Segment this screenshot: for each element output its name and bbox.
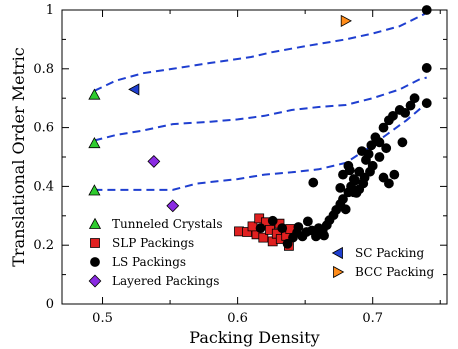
points-layer	[88, 5, 432, 251]
legend-marker-bcc-packing	[333, 265, 345, 279]
slp-packings-point	[234, 226, 244, 237]
ls-packings-point	[374, 137, 385, 148]
ls-packings-point	[338, 194, 348, 204]
dashed-boundary-curve-2	[94, 76, 427, 142]
ls-packings-point	[302, 216, 313, 227]
legend-label-bcc-packing: BCC Packing	[355, 265, 434, 279]
ls-packings-point	[277, 223, 288, 234]
ls-packings-point	[381, 143, 392, 154]
y-axis-label: Translational Order Metric	[9, 47, 28, 267]
legend-marker-layered-packings	[88, 274, 102, 288]
legend-marker-tunneled-crystals	[88, 217, 102, 229]
ls-packings-point	[350, 175, 361, 186]
legend-label-tunneled-crystals: Tunneled Crystals	[112, 217, 223, 231]
ls-packings-point	[319, 230, 329, 241]
y-tick-label: 0.6	[33, 121, 54, 136]
legend-marker-slp-packings	[90, 238, 100, 248]
legend-label-slp-packings: SLP Packings	[112, 236, 194, 250]
ls-packings-point	[397, 137, 408, 148]
ls-packings-point	[409, 93, 420, 104]
ls-packings-point	[421, 98, 432, 109]
legend: Tunneled Crystals SLP Packings LS Packings…	[88, 217, 434, 288]
ls-packings-point	[255, 223, 266, 234]
layered-packings-point	[147, 155, 161, 168]
ls-packings-point	[354, 184, 365, 195]
legend-label-layered-packings: Layered Packings	[112, 274, 219, 288]
ls-packings-point	[389, 169, 400, 180]
x-tick-label: 0.5	[92, 311, 113, 326]
ls-packings-point	[405, 100, 416, 111]
sc-packing-point	[128, 83, 140, 96]
legend-marker-ls-packings	[90, 257, 100, 267]
ls-packings-point	[388, 110, 398, 121]
ls-packings-point	[340, 204, 351, 215]
ls-packings-point	[356, 146, 367, 157]
ls-packings-point	[367, 160, 378, 171]
curves-layer	[93, 12, 428, 191]
tunneled-crystals-point	[88, 136, 101, 149]
ls-packings-point	[267, 215, 278, 226]
y-tick-label: 0.8	[33, 62, 54, 77]
legend-marker-sc-packing	[331, 246, 343, 260]
dashed-boundary-curve-1	[93, 12, 428, 92]
bcc-packing-point	[340, 14, 352, 27]
ls-packings-point	[282, 238, 293, 249]
tunneled-crystals-point	[88, 184, 101, 196]
ls-packings-point	[293, 222, 304, 232]
dashed-boundary-curve-3	[94, 102, 428, 191]
ticks-layer: 0 0.2 0.4 0.6 0.8 1 0.5 0.6 0.7	[33, 3, 447, 326]
ls-packings-point	[374, 152, 385, 162]
tunneled-crystals-point	[88, 88, 101, 100]
legend-label-sc-packing: SC Packing	[355, 246, 424, 260]
x-tick-label: 0.7	[362, 311, 383, 326]
ls-packings-point	[378, 122, 389, 133]
ls-packings-point	[308, 177, 319, 188]
ls-packings-point	[344, 165, 355, 176]
ls-packings-point	[421, 5, 432, 15]
layered-packings-point	[166, 199, 180, 213]
ls-packings-point	[338, 169, 348, 180]
slp-packings-point	[258, 232, 269, 243]
y-tick-label: 0.4	[33, 179, 54, 194]
y-tick-label: 0.2	[33, 238, 54, 253]
ls-packings-point	[400, 108, 411, 118]
ls-packings-point	[421, 63, 432, 73]
y-tick-label: 1	[46, 3, 54, 18]
y-tick-label: 0	[46, 297, 54, 312]
ls-packings-point	[335, 182, 346, 193]
ls-packings-point	[384, 178, 394, 189]
legend-label-ls-packings: LS Packings	[112, 255, 186, 269]
x-axis-label: Packing Density	[189, 328, 319, 347]
x-tick-label: 0.6	[227, 311, 248, 326]
